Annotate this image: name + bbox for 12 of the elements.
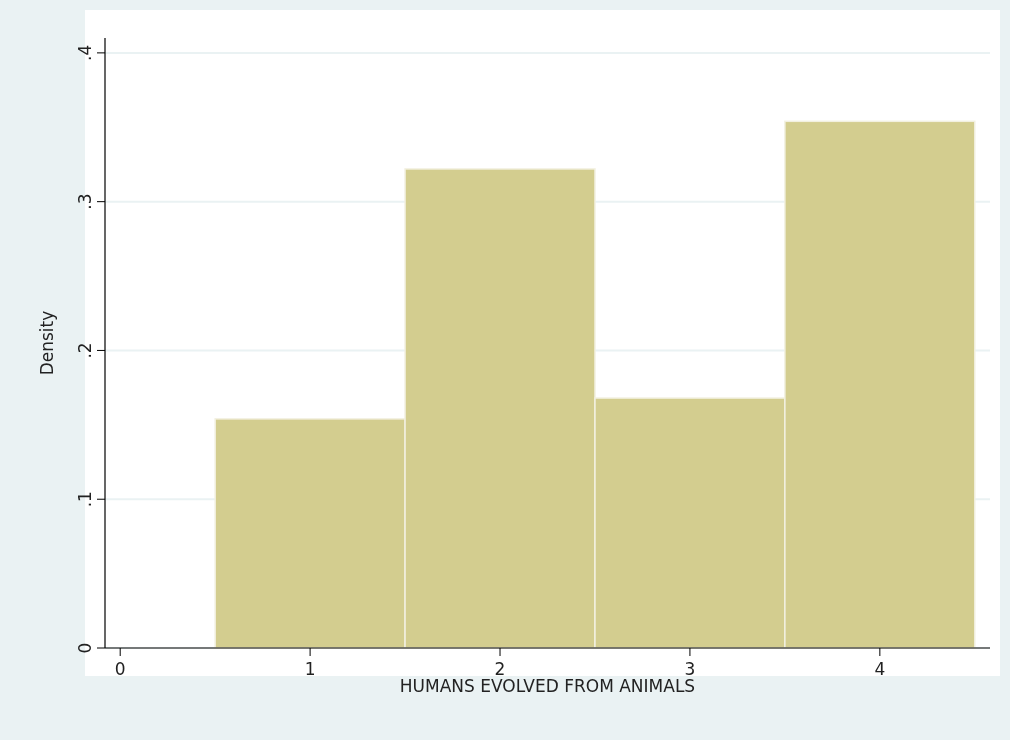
y-tick-label: .4	[75, 44, 95, 61]
x-tick-label: 0	[114, 659, 126, 679]
x-tick-label: 3	[684, 659, 696, 679]
x-tick-label: 2	[494, 659, 506, 679]
x-tick-label: 4	[874, 659, 886, 679]
x-axis-title: HUMANS EVOLVED FROM ANIMALS	[399, 676, 696, 696]
y-tick-label: 0	[75, 642, 95, 654]
y-axis-title: Density	[37, 310, 57, 376]
y-tick-label: .2	[75, 342, 95, 359]
y-tick-label: .1	[75, 491, 95, 508]
x-tick-label: 1	[304, 659, 316, 679]
y-tick-label: .3	[75, 193, 95, 210]
